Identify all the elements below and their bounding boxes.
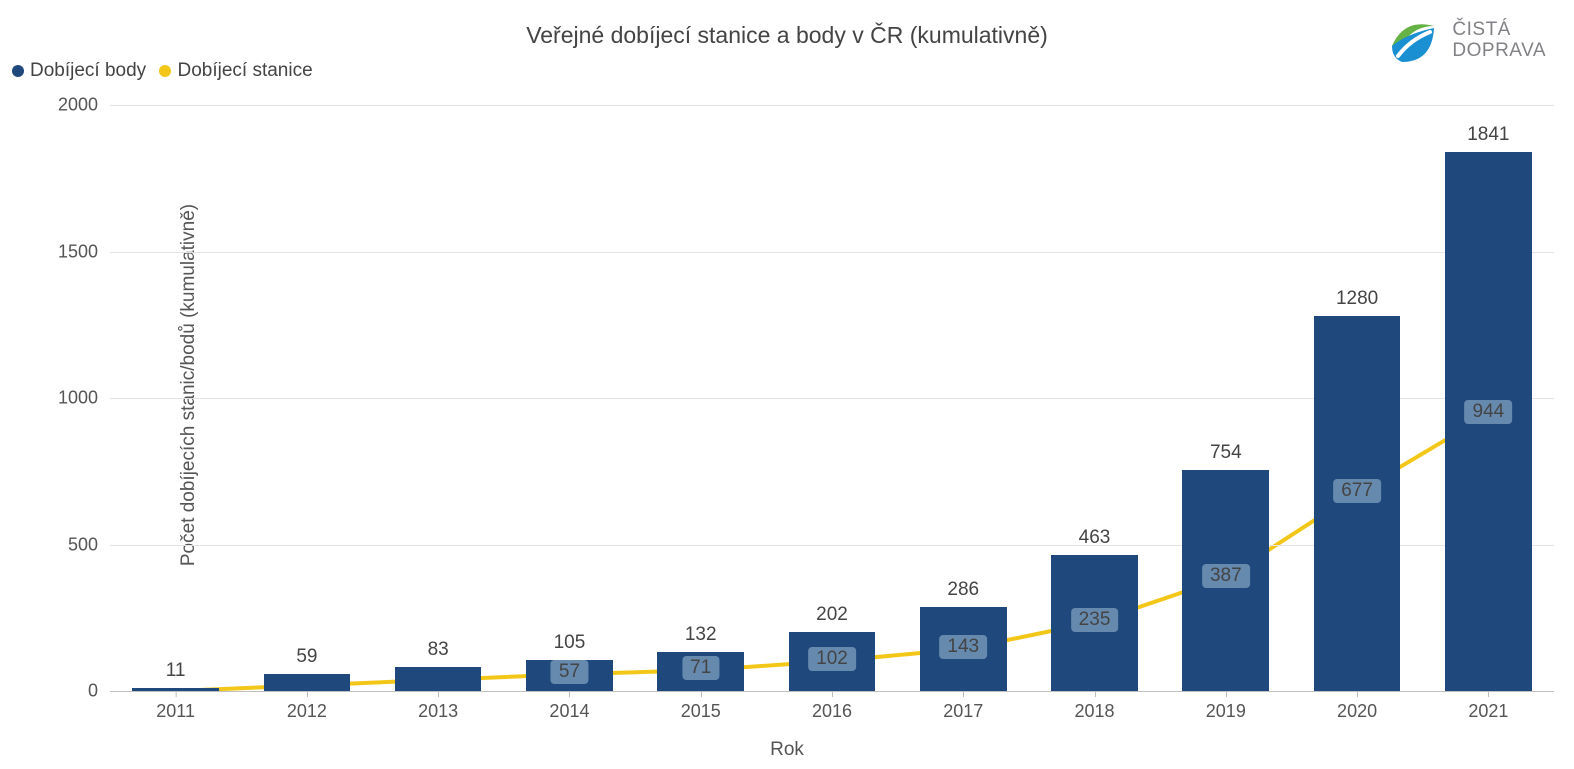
- legend-line-label: Dobíjecí stanice: [177, 60, 312, 82]
- line-value-label: 387: [1202, 564, 1250, 588]
- bar-value-label: 1280: [635, 288, 1574, 310]
- grid-line: [110, 105, 1554, 106]
- legend: Dobíjecí body Dobíjecí stanice: [12, 60, 321, 83]
- legend-bars-label: Dobíjecí body: [30, 60, 146, 82]
- bar: [395, 667, 482, 691]
- x-tick: 2012: [287, 691, 327, 722]
- line-value-label: 71: [682, 656, 719, 680]
- legend-bars: Dobíjecí body: [12, 60, 146, 82]
- x-tick: 2018: [1075, 691, 1115, 722]
- logo-text: ČISTÁ DOPRAVA: [1452, 20, 1546, 62]
- x-tick: 2019: [1206, 691, 1246, 722]
- y-tick: 1500: [50, 241, 110, 262]
- x-tick: 2013: [418, 691, 458, 722]
- bar-value-label: 754: [504, 442, 1574, 464]
- line-value-label: 57: [551, 660, 588, 684]
- brand-logo: ČISTÁ DOPRAVA: [1384, 12, 1546, 70]
- line-value-label: 944: [1465, 400, 1513, 424]
- x-tick: 2017: [943, 691, 983, 722]
- x-tick: 2021: [1468, 691, 1508, 722]
- legend-dot-bars: [12, 65, 24, 77]
- line-value-label: 235: [1071, 608, 1119, 632]
- grid-line: [110, 252, 1554, 253]
- x-tick: 2016: [812, 691, 852, 722]
- y-tick: 500: [50, 534, 110, 555]
- line-value-label: 677: [1333, 479, 1381, 503]
- x-tick: 2015: [681, 691, 721, 722]
- legend-dot-line: [159, 65, 171, 77]
- logo-line2: DOPRAVA: [1452, 41, 1546, 62]
- line-value-label: 102: [808, 647, 856, 671]
- x-tick: 2014: [549, 691, 589, 722]
- x-tick: 2011: [156, 691, 195, 722]
- y-tick: 1000: [50, 388, 110, 409]
- legend-line: Dobíjecí stanice: [159, 60, 312, 82]
- x-axis-label: Rok: [770, 739, 804, 761]
- y-tick: 0: [50, 681, 110, 702]
- plot-area: 0500100015002000112011592012832013105201…: [110, 105, 1554, 691]
- bar-value-label: 1841: [766, 124, 1574, 146]
- bar: [264, 674, 351, 691]
- bar: [1314, 316, 1401, 691]
- chart-container: Veřejné dobíjecí stanice a body v ČR (ku…: [0, 0, 1574, 769]
- logo-icon: [1384, 12, 1442, 70]
- line-value-label: 143: [939, 635, 987, 659]
- logo-line1: ČISTÁ: [1452, 20, 1546, 41]
- x-tick: 2020: [1337, 691, 1377, 722]
- y-tick: 2000: [50, 95, 110, 116]
- chart-title: Veřejné dobíjecí stanice a body v ČR (ku…: [0, 22, 1574, 49]
